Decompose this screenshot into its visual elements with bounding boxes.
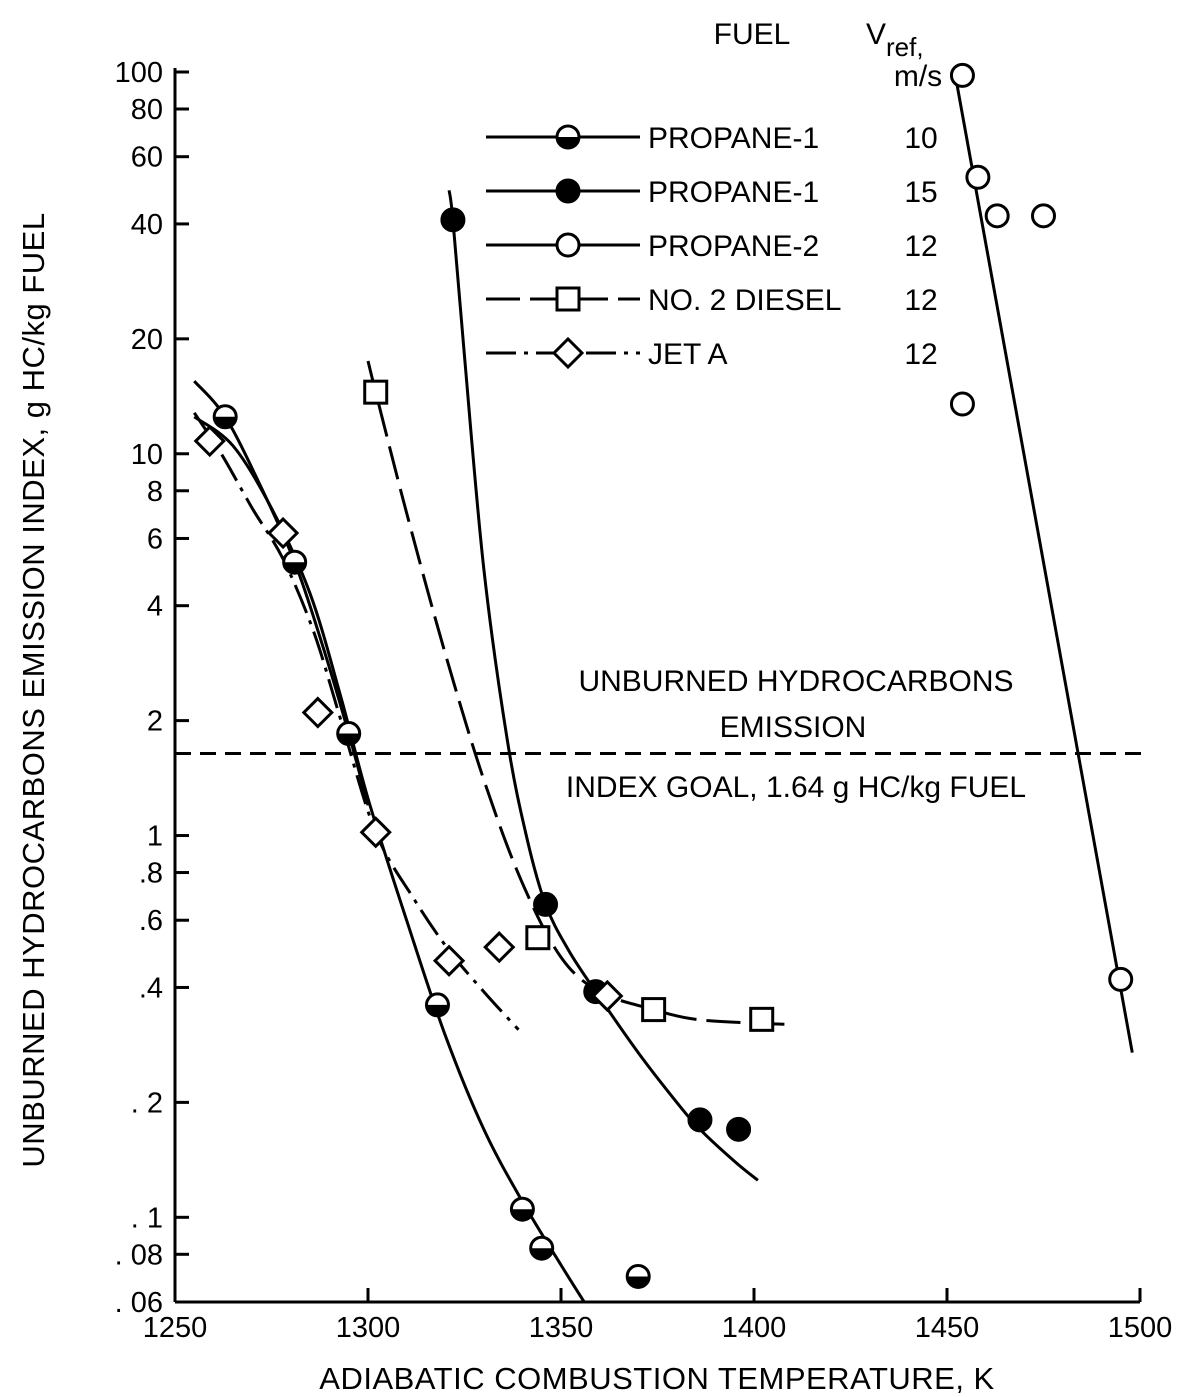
legend-marker-3 <box>555 286 581 312</box>
legend-label-0: PROPANE-1 <box>648 122 819 155</box>
point-2-5 <box>1108 966 1134 992</box>
point-0-2-fill <box>337 733 360 745</box>
point-2-4 <box>949 391 975 417</box>
point-3-3 <box>749 1006 775 1032</box>
y-tick-label-20: 20 <box>131 324 163 356</box>
y-tick-label-80: 80 <box>131 94 163 126</box>
x-tick-label-1300: 1300 <box>336 1312 401 1344</box>
curve-2-0 <box>953 71 1134 1053</box>
y-tick-label-10: 10 <box>131 439 163 471</box>
legend-label-4: JET A <box>648 338 727 371</box>
legend-label-2: PROPANE-2 <box>648 230 819 263</box>
point-0-1 <box>282 549 308 575</box>
goal-annotation-line-1: UNBURNED HYDROCARBONS <box>578 665 1013 698</box>
point-0-6-fill <box>627 1276 650 1288</box>
legend-marker-1 <box>555 178 581 204</box>
y-tick-label-2: 2 <box>147 706 163 738</box>
legend-marker-0 <box>555 124 581 150</box>
y-tick-label-0.6: .6 <box>139 905 163 937</box>
data-points <box>193 62 1134 1289</box>
point-0-4-fill <box>511 1209 534 1221</box>
legend-header-vref-sub: ref, <box>886 32 924 62</box>
legend-marker-2 <box>555 232 581 258</box>
point-1-0 <box>440 207 466 233</box>
point-0-3 <box>424 992 450 1018</box>
x-axis-title: ADIABATIC COMBUSTION TEMPERATURE, K <box>319 1361 994 1396</box>
x-tick-label-1450: 1450 <box>915 1312 980 1344</box>
point-4-5 <box>483 931 516 964</box>
legend: PROPANE-1 10 PROPANE-1 15 PROPANE-2 12 NO. 2 D… <box>486 122 938 371</box>
x-tick-label-1500: 1500 <box>1108 1312 1173 1344</box>
y-tick-label-6: 6 <box>147 523 163 555</box>
y-tick-label-100: 100 <box>115 57 163 89</box>
legend-vref-0: 10 <box>904 122 937 155</box>
y-tick-label-0.4: .4 <box>139 972 163 1004</box>
legend-header-vref-unit: m/s <box>894 60 942 93</box>
legend-label-3: NO. 2 DIESEL <box>648 284 841 317</box>
point-2-3 <box>1031 203 1056 229</box>
curve-3-0 <box>366 360 793 1026</box>
point-3-1 <box>525 925 551 951</box>
point-0-3-fill <box>426 1004 449 1016</box>
point-3-2 <box>641 997 667 1023</box>
point-2-2 <box>984 203 1010 229</box>
point-0-5 <box>529 1235 555 1261</box>
x-tick-label-1250: 1250 <box>143 1312 208 1344</box>
y-tick-label-0.8: .8 <box>139 858 163 890</box>
axes: 1250 1300 1350 1400 1450 1500 100 80 60 40 20 10 8 6 4… <box>115 57 1173 1344</box>
y-tick-label-60: 60 <box>131 142 163 174</box>
legend-vref-1: 15 <box>904 176 937 209</box>
point-0-4 <box>509 1196 535 1222</box>
legend-vref-4: 12 <box>904 338 937 371</box>
legend-header-fuel: FUEL <box>714 18 791 51</box>
goal-annotation-line-3: INDEX GOAL, 1.64 g HC/kg FUEL <box>566 771 1026 804</box>
point-0-6 <box>625 1263 651 1289</box>
y-tick-label-0.1: . 1 <box>131 1202 163 1234</box>
legend-header-vref: Vref, <box>866 18 924 62</box>
y-tick-label-40: 40 <box>131 209 163 241</box>
legend-label-1: PROPANE-1 <box>648 176 819 209</box>
legend-header-vref-main: V <box>866 18 886 51</box>
y-tick-label-0.2: . 2 <box>131 1087 163 1119</box>
goal-annotation-line-2: EMISSION <box>720 711 867 744</box>
point-1-1 <box>533 891 559 917</box>
point-0-5-fill <box>530 1248 553 1260</box>
y-tick-label-8: 8 <box>147 476 163 508</box>
x-tick-label-1350: 1350 <box>529 1312 594 1344</box>
point-4-2 <box>301 696 334 729</box>
point-4-4 <box>432 944 466 977</box>
y-axis-title: UNBURNED HYDROCARBONS EMISSION INDEX, g … <box>16 212 51 1167</box>
point-2-0 <box>949 62 975 88</box>
point-2-1 <box>965 164 991 190</box>
legend-vref-2: 12 <box>904 230 937 263</box>
x-tick-label-1400: 1400 <box>722 1312 787 1344</box>
point-0-0-fill <box>214 416 237 428</box>
point-3-0 <box>363 379 389 405</box>
point-0-2 <box>336 721 362 747</box>
point-4-3 <box>359 816 392 849</box>
y-tick-label-0.06: . 06 <box>115 1287 163 1319</box>
point-0-1-fill <box>283 562 306 574</box>
legend-marker-4 <box>551 336 585 370</box>
curve-4-0 <box>193 411 520 1031</box>
y-tick-label-4: 4 <box>147 591 163 623</box>
y-tick-label-0.08: . 08 <box>115 1239 163 1271</box>
point-0-0 <box>212 404 238 430</box>
point-4-6 <box>591 979 624 1013</box>
point-4-0 <box>193 424 226 458</box>
point-1-3 <box>687 1107 713 1133</box>
legend-vref-3: 12 <box>904 284 937 317</box>
y-tick-label-1: 1 <box>147 821 163 853</box>
point-4-1 <box>266 516 300 550</box>
legend-marker-0-fill <box>557 137 579 148</box>
point-1-4 <box>726 1116 752 1142</box>
